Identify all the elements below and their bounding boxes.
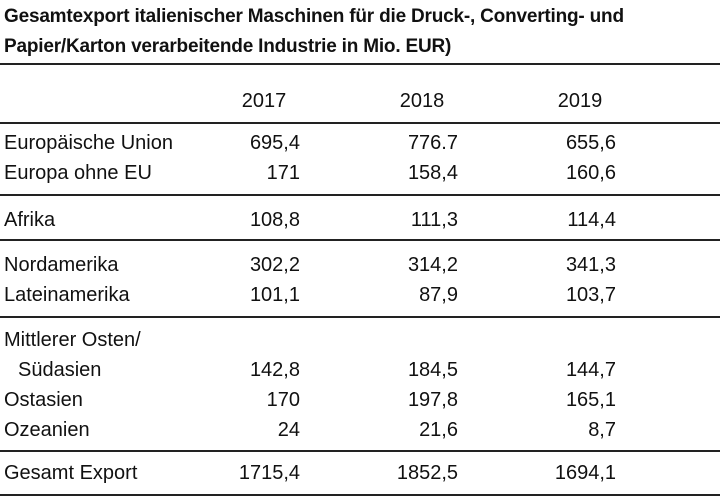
cell-2018: 158,4: [407, 162, 458, 184]
cell-2018: 197,8: [407, 389, 458, 411]
cell-2017: 108,8: [249, 209, 300, 231]
row-label: Europäische Union: [4, 132, 173, 154]
cell-2018: 314,2: [407, 254, 458, 276]
table-row: Ozeanien 24 21,6 8,7: [0, 417, 720, 443]
group-rule: [0, 316, 720, 318]
cell-2018: 111,3: [410, 209, 458, 231]
cell-2017: 171: [266, 162, 300, 184]
group-rule: [0, 194, 720, 196]
group-rule: [0, 239, 720, 241]
cell-2019: 103,7: [565, 284, 616, 306]
cell-2017: 695,4: [249, 132, 300, 154]
cell-2017: 1715,4: [238, 462, 300, 484]
year-header-2018: 2018: [399, 90, 445, 112]
year-header-2019: 2019: [557, 90, 603, 112]
cell-2017: 302,2: [249, 254, 300, 276]
table-row: Südasien 142,8 184,5 144,7: [0, 357, 720, 383]
cell-2019: 1694,1: [554, 462, 616, 484]
table-title: Gesamtexport italienischer Maschinen für…: [4, 6, 624, 57]
header-rule: [0, 122, 720, 124]
row-label: Mittlerer Osten/: [4, 329, 141, 351]
table-row: Nordamerika 302,2 314,2 341,3: [0, 252, 720, 278]
cell-2019: 144,7: [565, 359, 616, 381]
cell-2018: 184,5: [407, 359, 458, 381]
cell-2017: 142,8: [249, 359, 300, 381]
row-label: Nordamerika: [4, 254, 119, 276]
table-row-total: Gesamt Export 1715,4 1852,5 1694,1: [0, 460, 720, 486]
cell-2017: 170: [266, 389, 300, 411]
cell-2019: 341,3: [565, 254, 616, 276]
bottom-rule: [0, 494, 720, 496]
cell-2017: 101,1: [249, 284, 300, 306]
row-label: Gesamt Export: [4, 462, 138, 484]
table-row: Ostasien 170 197,8 165,1: [0, 387, 720, 413]
table-row: Afrika 108,8 111,3 114,4: [0, 207, 720, 233]
cell-2018: 21,6: [419, 419, 458, 441]
total-rule: [0, 450, 720, 452]
top-rule: [0, 63, 720, 65]
cell-2019: 165,1: [565, 389, 616, 411]
cell-2018: 87,9: [419, 284, 458, 306]
cell-2017: 24: [277, 419, 300, 441]
cell-2019: 8,7: [588, 419, 616, 441]
table-row: Lateinamerika 101,1 87,9 103,7: [0, 282, 720, 308]
cell-2019: 160,6: [565, 162, 616, 184]
row-label: Europa ohne EU: [4, 162, 152, 184]
table-row: Europa ohne EU 171 158,4 160,6: [0, 160, 720, 186]
cell-2018: 776.7: [407, 132, 458, 154]
year-header-2017: 2017: [241, 90, 287, 112]
row-label: Ostasien: [4, 389, 83, 411]
row-label: Ozeanien: [4, 419, 90, 441]
cell-2018: 1852,5: [396, 462, 458, 484]
table-row: Mittlerer Osten/: [0, 327, 720, 353]
row-label: Südasien: [18, 359, 102, 381]
cell-2019: 114,4: [567, 209, 616, 231]
row-label: Afrika: [4, 209, 56, 231]
cell-2019: 655,6: [565, 132, 616, 154]
row-label: Lateinamerika: [4, 284, 130, 306]
table-row: Europäische Union 695,4 776.7 655,6: [0, 130, 720, 156]
